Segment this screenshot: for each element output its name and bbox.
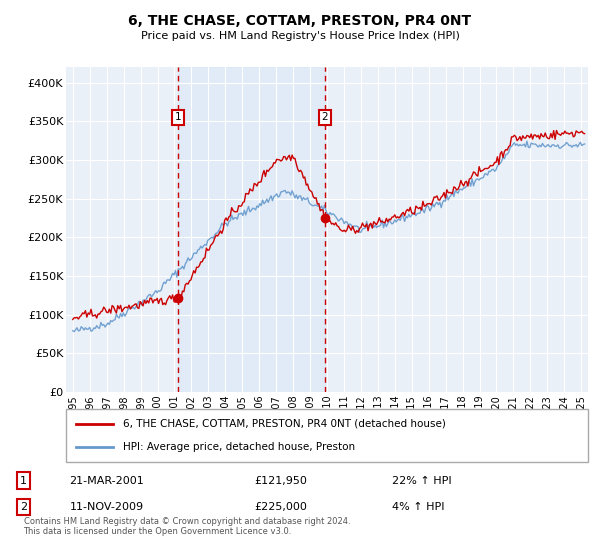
Text: 2: 2: [322, 113, 328, 123]
Text: 1: 1: [20, 476, 27, 486]
Text: 22% ↑ HPI: 22% ↑ HPI: [392, 476, 452, 486]
Text: 21-MAR-2001: 21-MAR-2001: [70, 476, 145, 486]
Text: £121,950: £121,950: [254, 476, 307, 486]
Text: 11-NOV-2009: 11-NOV-2009: [70, 502, 144, 512]
Text: Contains HM Land Registry data © Crown copyright and database right 2024.
This d: Contains HM Land Registry data © Crown c…: [23, 517, 350, 536]
Text: HPI: Average price, detached house, Preston: HPI: Average price, detached house, Pres…: [124, 442, 356, 452]
Text: 6, THE CHASE, COTTAM, PRESTON, PR4 0NT: 6, THE CHASE, COTTAM, PRESTON, PR4 0NT: [128, 14, 472, 28]
Text: 2: 2: [20, 502, 27, 512]
Text: 1: 1: [175, 113, 182, 123]
Text: £225,000: £225,000: [254, 502, 307, 512]
Bar: [178, 67, 325, 392]
FancyBboxPatch shape: [66, 409, 588, 462]
Text: Price paid vs. HM Land Registry's House Price Index (HPI): Price paid vs. HM Land Registry's House …: [140, 31, 460, 41]
Text: 6, THE CHASE, COTTAM, PRESTON, PR4 0NT (detached house): 6, THE CHASE, COTTAM, PRESTON, PR4 0NT (…: [124, 419, 446, 429]
Text: 4% ↑ HPI: 4% ↑ HPI: [392, 502, 445, 512]
